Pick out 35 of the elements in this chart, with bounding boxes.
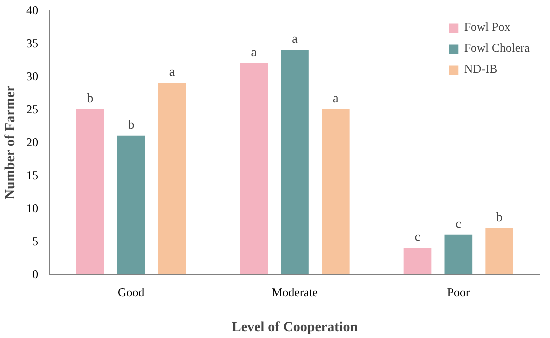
y-tick-label: 0 xyxy=(32,268,38,282)
bar xyxy=(404,248,432,274)
y-tick-label: 40 xyxy=(26,4,38,18)
bar xyxy=(444,234,473,274)
bar xyxy=(322,110,350,274)
data-label: b xyxy=(496,209,503,224)
data-label: b xyxy=(128,116,135,132)
x-axis-title: Level of Cooperation xyxy=(232,320,358,336)
y-tick-label: 10 xyxy=(26,202,38,216)
y-tick-label: 30 xyxy=(26,70,38,84)
data-label: a xyxy=(251,44,258,60)
bar xyxy=(240,63,268,274)
x-tick-label: Poor xyxy=(447,286,470,300)
bar xyxy=(281,50,309,274)
data-label: b xyxy=(87,90,94,106)
y-tick-label: 25 xyxy=(26,102,38,116)
y-tick-label: 20 xyxy=(26,136,38,150)
data-label: c xyxy=(456,216,462,231)
data-label: a xyxy=(292,31,298,46)
data-label: a xyxy=(333,90,340,106)
data-label: a xyxy=(169,64,176,80)
y-tick-label: 35 xyxy=(26,36,38,50)
x-tick-label: Good xyxy=(118,286,145,300)
bar xyxy=(117,136,146,274)
y-tick-label: 15 xyxy=(26,168,38,182)
legend-label: ND-IB xyxy=(464,62,498,77)
x-tick-label: Moderate xyxy=(272,286,318,300)
bar xyxy=(158,83,186,274)
y-axis-title: Number of Farmer xyxy=(4,86,18,200)
data-label: c xyxy=(414,229,421,244)
bar xyxy=(486,228,514,274)
legend-label: Fowl Pox xyxy=(464,20,511,35)
bar xyxy=(76,110,104,274)
y-tick-label: 5 xyxy=(32,234,38,248)
legend-label: Fowl Cholera xyxy=(464,41,530,56)
